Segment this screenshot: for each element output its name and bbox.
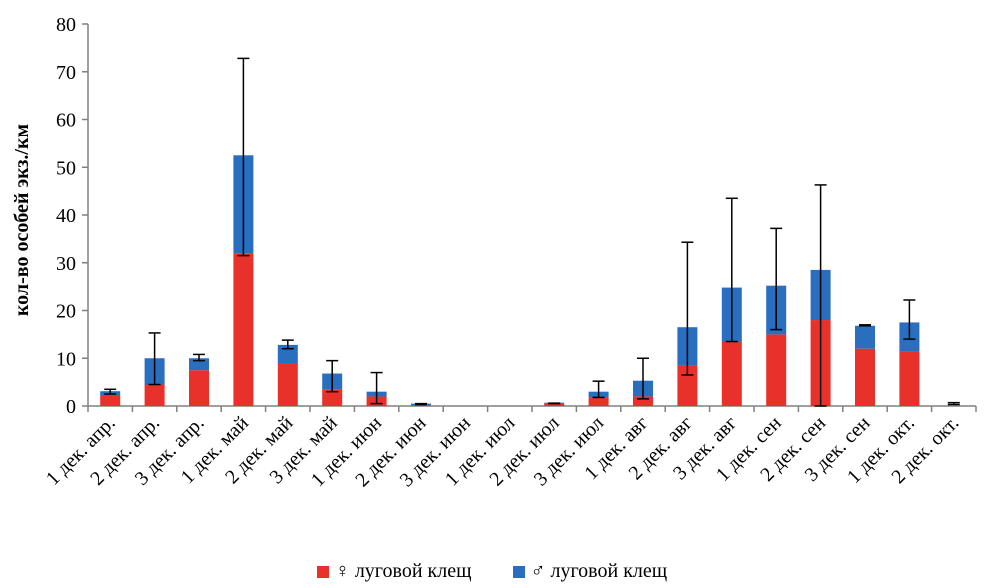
bar-female: [766, 334, 787, 406]
bar-male: [855, 325, 875, 349]
y-tick-label: 40: [56, 205, 76, 227]
legend-label-female: ♀ луговой клещ: [334, 560, 472, 582]
legend-item-female: ♀ луговой клещ: [316, 560, 472, 583]
bar-male: [189, 358, 209, 371]
bar-female: [855, 348, 875, 406]
y-axis-label: кол-во особей экз./км: [11, 124, 33, 316]
bar-female: [233, 253, 254, 406]
y-tick-label: 80: [56, 14, 76, 36]
legend: ♀ луговой клещ ♂ луговой клещ: [0, 560, 984, 584]
legend-item-male: ♂ луговой клещ: [512, 560, 668, 583]
x-axis: [87, 405, 977, 412]
y-tick-label: 70: [56, 62, 76, 84]
legend-swatch-male: [512, 565, 525, 578]
bar-female: [411, 405, 431, 406]
error-bars: [104, 57, 960, 407]
bars: [100, 155, 920, 406]
bar-female: [588, 397, 609, 406]
bar-female: [100, 395, 121, 406]
bar-female: [322, 389, 343, 406]
y-axis: 0 10 20 30 40 50 60 70 80: [56, 14, 89, 418]
category-labels: 1 дек. апр.2 дек. апр.3 дек. апр.1 дек. …: [42, 412, 963, 491]
bar-female: [544, 403, 565, 406]
bar-female: [899, 351, 920, 406]
y-tick-label: 10: [56, 348, 76, 370]
y-tick-label: 50: [56, 157, 76, 179]
y-tick-label: 30: [56, 253, 76, 275]
bar-female: [144, 384, 165, 406]
legend-label-male: ♂ луговой клещ: [530, 560, 668, 582]
bar-female: [633, 396, 653, 406]
y-tick-label: 60: [56, 110, 76, 132]
bar-female: [189, 370, 209, 406]
legend-swatch-female: [316, 565, 329, 578]
y-tick-label: 0: [66, 396, 76, 418]
bar-female: [721, 341, 742, 406]
bar-female: [277, 363, 298, 406]
y-tick-label: 20: [56, 301, 76, 323]
